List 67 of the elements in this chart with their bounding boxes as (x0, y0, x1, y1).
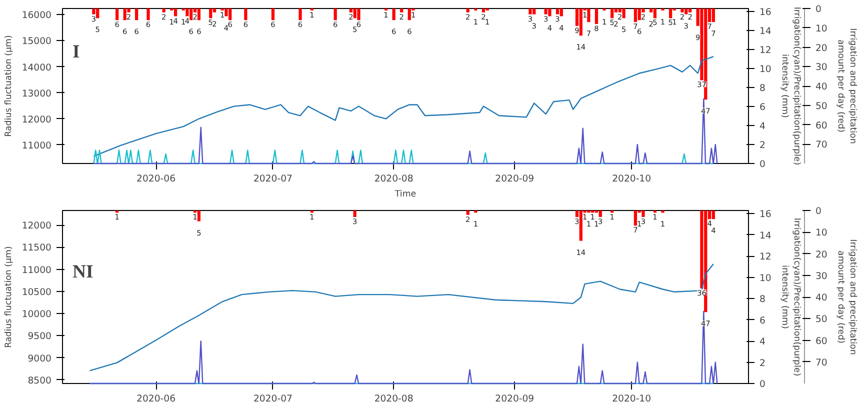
y-tick-label: 11000 (22, 264, 52, 276)
y2-tick-label: 12 (760, 252, 772, 263)
y3-tick-label: 0 (816, 206, 822, 217)
y-tick-label: 14000 (22, 62, 52, 74)
y-tick-label: 11500 (22, 242, 52, 254)
x-tick-label: 2020-08 (374, 174, 414, 184)
y2-tick-label: 2 (760, 140, 766, 151)
y3-tick-label: 30 (816, 62, 828, 74)
x-tick-label: 2020-10 (612, 394, 652, 404)
x-tick-label: 2020-10 (612, 174, 652, 184)
y3-axis-title: Irrigation and precipitation amount per day (red) (835, 28, 858, 144)
y2-tick-label: 2 (760, 358, 766, 369)
y3-tick-label: 10 (816, 23, 828, 34)
y-tick-label: 13000 (22, 88, 52, 100)
y-tick-label: 12000 (22, 114, 52, 126)
y2-tick-label: 0 (760, 159, 766, 170)
y2-tick-label: 16 (760, 6, 772, 18)
y3-tick-label: 70 (816, 357, 828, 368)
y2-tick-label: 4 (760, 336, 766, 348)
y2-tick-label: 10 (760, 272, 772, 284)
y-tick-label: 12000 (22, 220, 52, 232)
y2-tick-label: 14 (760, 26, 772, 37)
y2-tick-label: 4 (760, 120, 766, 132)
y-axis-title: Radius fluctuation (µm) (4, 35, 14, 137)
y-tick-label: 9500 (28, 331, 52, 342)
y2-axis-title: Irrigation(cyan)/Precipitation(purple) intensity (mm) (779, 218, 802, 376)
y3-tick-label: 40 (816, 292, 828, 304)
y2-tick-label: 16 (760, 209, 772, 220)
x-tick-label: 2020-06 (136, 394, 176, 404)
x-tick-label: 2020-08 (374, 394, 414, 404)
y3-tick-label: 20 (816, 249, 828, 260)
y2-tick-label: 8 (760, 82, 766, 94)
y3-tick-label: 30 (816, 270, 828, 282)
y3-tick-label: 50 (816, 100, 828, 112)
y3-tick-label: 60 (816, 336, 828, 347)
y2-tick-label: 10 (760, 64, 772, 75)
x-tick-label: 2020-09 (495, 174, 534, 184)
y3-tick-label: 50 (816, 314, 828, 326)
y2-tick-label: 8 (760, 294, 766, 306)
annotation: I (72, 42, 80, 62)
y-tick-label: 10000 (22, 309, 52, 320)
y3-tick-label: 40 (816, 82, 828, 92)
y2-tick-label: 12 (760, 44, 772, 56)
y2-tick-label: 14 (760, 230, 772, 242)
y-tick-label: 16000 (22, 10, 52, 22)
y3-axis-title: Irrigation and precipitation amount per day (red) (835, 239, 858, 355)
x-tick-label: 2020-06 (136, 174, 176, 184)
y-tick-label: 11000 (22, 140, 52, 152)
x-tick-label: 2020-09 (495, 394, 534, 404)
y-tick-label: 15000 (22, 36, 52, 48)
y3-tick-label: 20 (816, 42, 828, 54)
annotation: NI (72, 262, 94, 282)
x-axis-title: Time (394, 190, 416, 200)
y-axis-title: Radius fluctuation (µm) (4, 246, 14, 348)
y3-tick-label: 0 (816, 4, 822, 15)
y-tick-label: 9000 (28, 353, 52, 364)
x-tick-label: 2020-07 (253, 394, 293, 404)
y3-tick-label: 70 (816, 140, 828, 151)
y2-tick-label: 0 (760, 379, 766, 390)
x-tick-label: 2020-07 (253, 174, 293, 184)
y3-tick-label: 10 (816, 228, 828, 239)
y2-tick-label: 6 (760, 102, 766, 113)
y-tick-label: 8500 (28, 375, 52, 386)
y3-tick-label: 60 (816, 120, 828, 132)
y-tick-label: 10500 (22, 286, 52, 298)
y2-axis-title: Irrigation(cyan)/Precipitation(purple) intensity (mm) (779, 6, 802, 166)
y2-tick-label: 6 (760, 315, 766, 326)
